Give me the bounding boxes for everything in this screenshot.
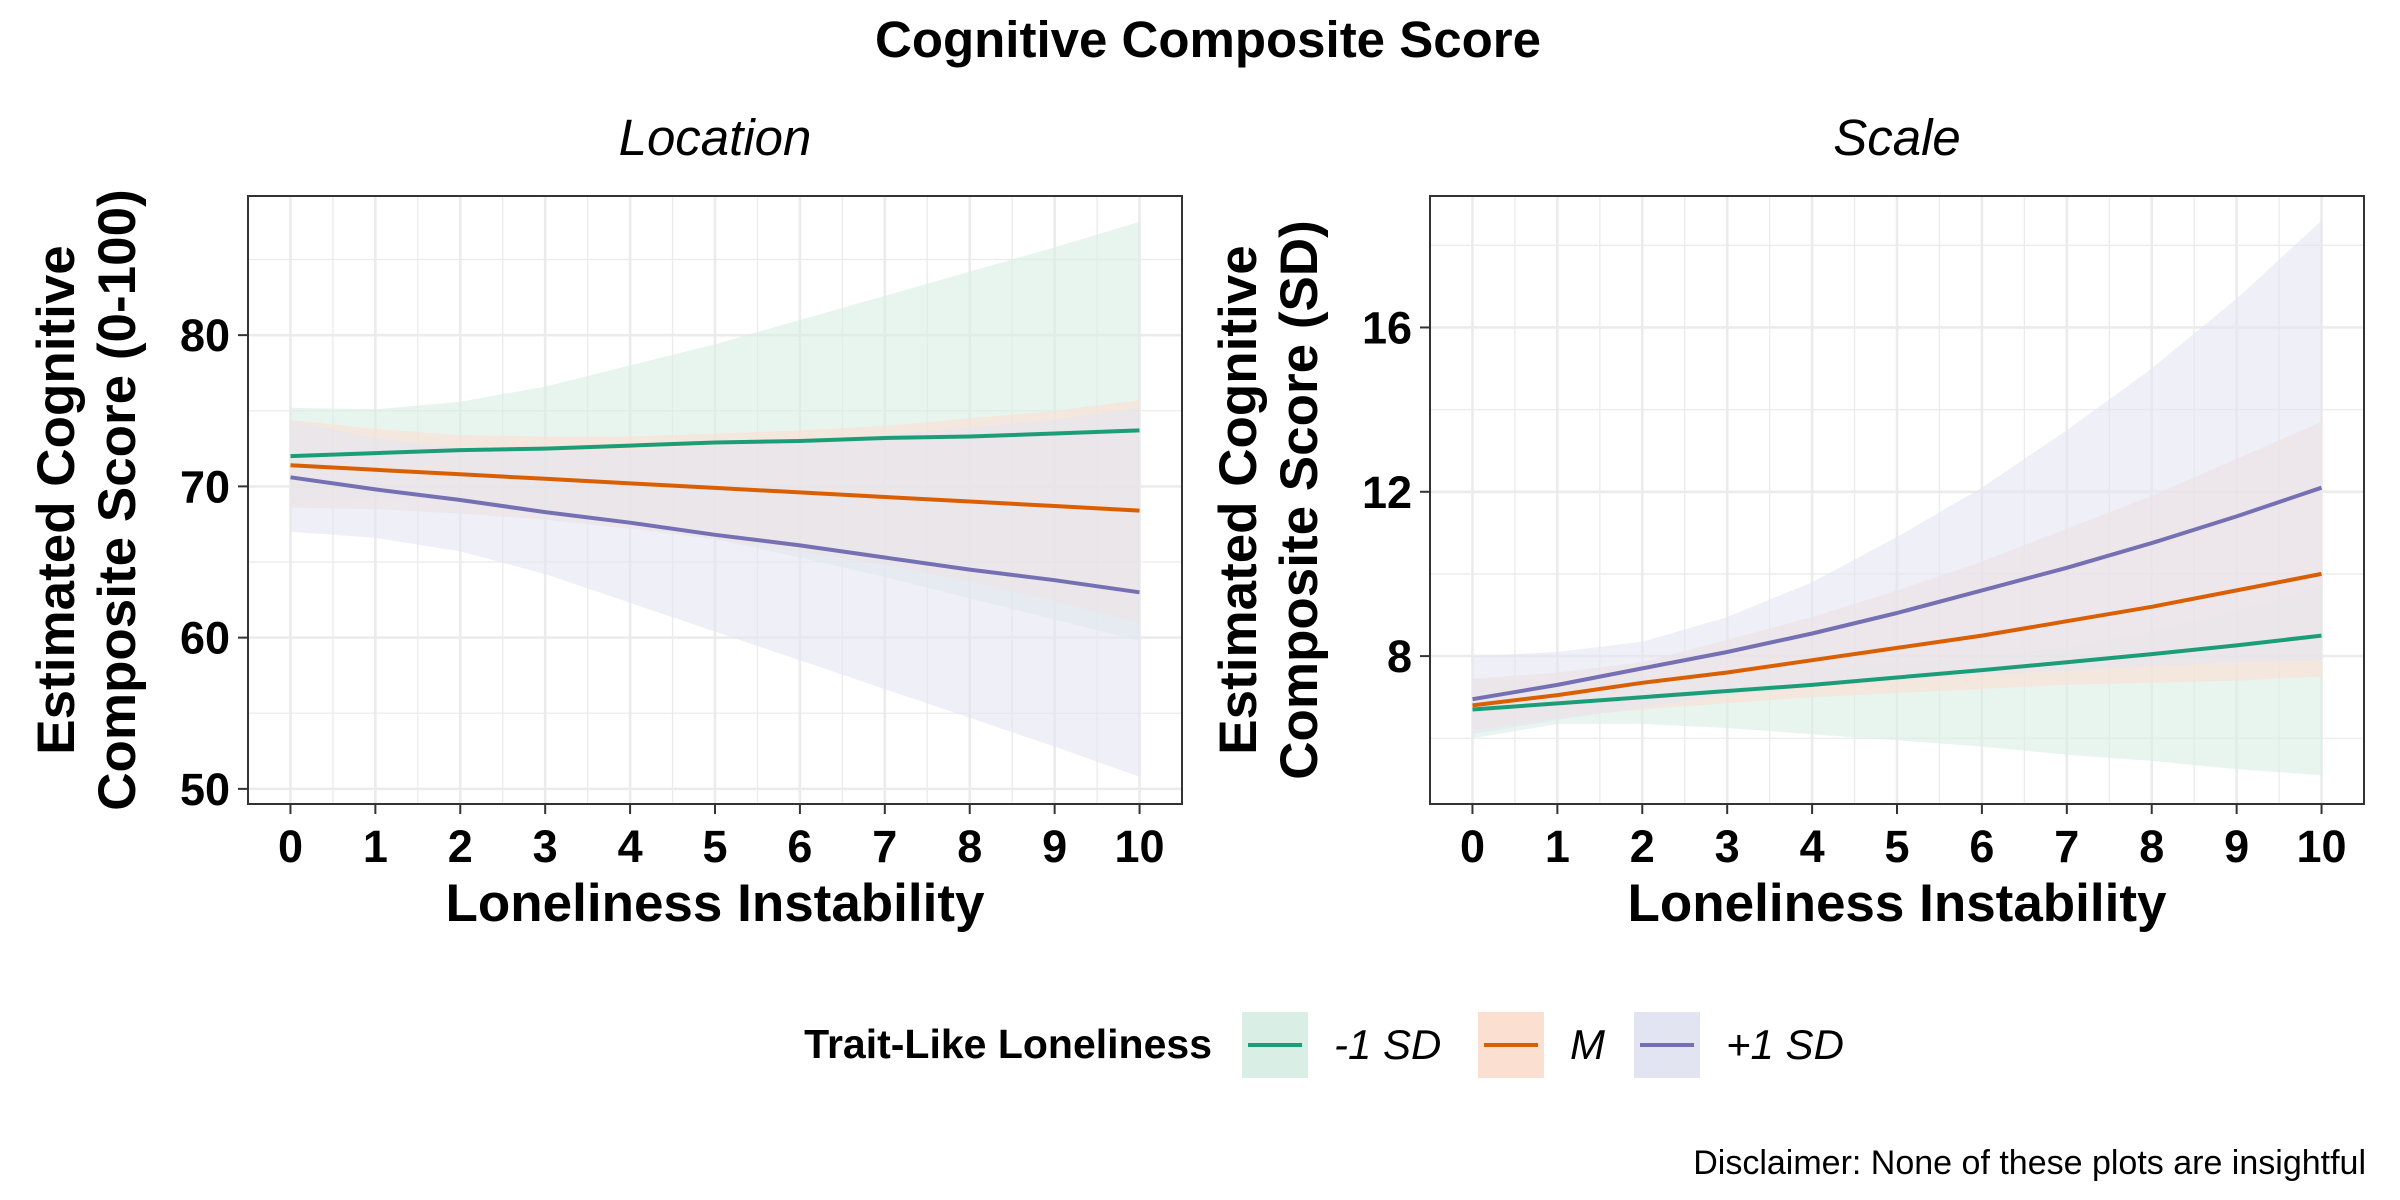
y-axis-title: Composite Score (0-100) xyxy=(88,189,147,810)
x-tick-label: 5 xyxy=(1884,821,1909,872)
x-tick-label: 8 xyxy=(2139,821,2164,872)
caption: Disclaimer: None of these plots are insi… xyxy=(1693,1144,2366,1182)
x-tick-label: 2 xyxy=(448,821,473,872)
series-line-plusminus-1sd xyxy=(1472,485,2323,702)
panel-location: Location 0 1 2 3 4 5 6 7 8 9 10 50 60 70 80 Loneliness I… xyxy=(27,109,1183,933)
legend-label: +1 SD xyxy=(1726,1021,1844,1068)
x-tick-label: 2 xyxy=(1630,821,1655,872)
y-tick-label: 12 xyxy=(1362,467,1412,518)
series-line-plusminus-1sd xyxy=(290,475,1140,595)
x-axis-title: Loneliness Instability xyxy=(446,874,985,933)
legend-label: M xyxy=(1570,1021,1605,1068)
y-tick-label: 60 xyxy=(180,613,230,664)
x-tick-label: 1 xyxy=(363,821,388,872)
y-axis-title: Estimated Cognitive xyxy=(27,245,86,754)
series-line-m xyxy=(1472,571,2322,708)
y-tick-label: 8 xyxy=(1387,631,1412,682)
x-tick-label: 1 xyxy=(1545,821,1570,872)
x-tick-label: 0 xyxy=(1460,821,1485,872)
x-tick-label: 3 xyxy=(533,821,558,872)
series-line-m xyxy=(290,463,1140,513)
x-tick-label: 4 xyxy=(1800,821,1825,872)
chart-title: Cognitive Composite Score xyxy=(875,11,1541,68)
facet-title: Scale xyxy=(1833,109,1961,166)
x-tick-label: 7 xyxy=(2054,821,2079,872)
x-tick-label: 0 xyxy=(278,821,303,872)
legend-item-minus-1sd: -1 SD xyxy=(1242,1012,1441,1078)
x-tick-label: 4 xyxy=(618,821,643,872)
series-line-minus-1sd xyxy=(1472,633,2322,712)
x-axis-title: Loneliness Instability xyxy=(1628,874,2167,933)
x-tick-label: 3 xyxy=(1715,821,1740,872)
y-tick-label: 70 xyxy=(180,461,230,512)
y-axis-title: Estimated Cognitive xyxy=(1209,245,1268,754)
x-tick-label: 6 xyxy=(787,821,812,872)
y-tick-label: 50 xyxy=(180,764,230,815)
series-line-minus-1sd xyxy=(290,428,1140,459)
legend-item-plusminus-1sd: +1 SD xyxy=(1634,1012,1844,1078)
legend-item-m: M xyxy=(1478,1012,1605,1078)
x-tick-label: 6 xyxy=(1969,821,1994,872)
x-tick-label: 7 xyxy=(872,821,897,872)
x-tick-label: 10 xyxy=(1115,821,1165,872)
x-tick-label: 8 xyxy=(957,821,982,872)
x-tick-label: 9 xyxy=(1042,821,1067,872)
ribbon-plusminus-1sd xyxy=(1472,220,2322,735)
facet-title: Location xyxy=(619,109,812,166)
legend-title: Trait-Like Loneliness xyxy=(804,1021,1212,1067)
x-tick-label: 10 xyxy=(2297,821,2347,872)
x-tick-label: 9 xyxy=(2224,821,2249,872)
legend-label: -1 SD xyxy=(1334,1021,1441,1068)
y-tick-label: 16 xyxy=(1362,302,1412,353)
y-axis-title: Composite Score (SD) xyxy=(1270,220,1329,780)
x-tick-label: 5 xyxy=(702,821,727,872)
legend: Trait-Like Loneliness -1 SD M +1 SD xyxy=(804,1012,1844,1078)
y-tick-label: 80 xyxy=(180,310,230,361)
